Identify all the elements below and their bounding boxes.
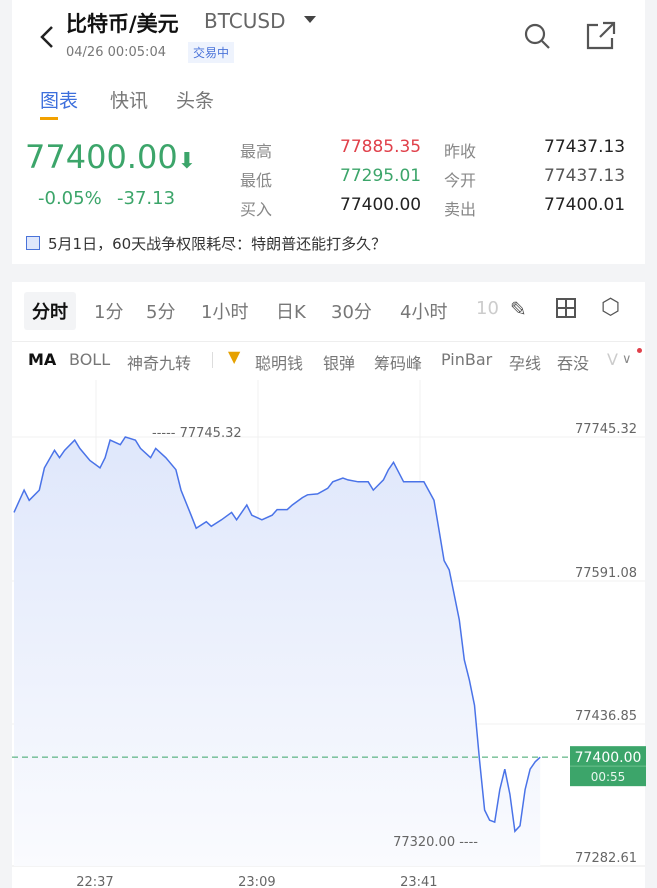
change-percent: -0.05% bbox=[38, 188, 102, 209]
price-line bbox=[13, 436, 541, 833]
area-fill bbox=[14, 437, 541, 866]
news-headline-text: 5月1日，60天战争权限耗尽：特朗普还能打多久？ bbox=[48, 235, 387, 253]
stat-value: 77295.01 bbox=[340, 166, 422, 186]
tab-indicator bbox=[40, 117, 58, 120]
chevron-down-icon[interactable] bbox=[304, 16, 316, 23]
expand-indicators-icon[interactable]: ∨ bbox=[622, 352, 632, 367]
period-tab[interactable]: 1小时 bbox=[201, 302, 249, 323]
min-label: 77320.00 ---- bbox=[393, 835, 478, 850]
stat-value: 77885.35 bbox=[340, 137, 422, 157]
stat-label: 最高 bbox=[240, 142, 273, 161]
y-tick-label: 77436.85 bbox=[575, 709, 637, 724]
period-tab[interactable]: 1分 bbox=[94, 302, 124, 323]
x-tick-label: 23:09 bbox=[238, 875, 275, 888]
stat-label: 昨收 bbox=[444, 142, 477, 161]
chart-layer: 77745.32 77591.08 77436.85 77282.61 22:37 23:… bbox=[12, 380, 646, 888]
notification-dot bbox=[637, 348, 642, 353]
y-tick-label: 77591.08 bbox=[575, 566, 637, 581]
period-tab[interactable]: 4小时 bbox=[400, 302, 448, 323]
smart-money-icon: ▼ bbox=[228, 347, 241, 366]
indicator-tab[interactable]: PinBar bbox=[441, 350, 493, 369]
status-badge: 交易中 bbox=[188, 42, 235, 63]
news-icon bbox=[26, 236, 40, 250]
period-tab[interactable]: 分时 bbox=[24, 292, 76, 330]
y-tick-label: 77282.61 bbox=[575, 851, 637, 866]
layout-grid-icon[interactable] bbox=[556, 298, 576, 318]
period-tab[interactable]: 5分 bbox=[146, 302, 176, 323]
tab-flash[interactable]: 快讯 bbox=[110, 90, 149, 112]
page-title: 比特币/美元 bbox=[66, 12, 179, 36]
quote-time: 04/26 00:05:04 bbox=[66, 45, 166, 60]
current-price: 77400.00⬇ bbox=[25, 138, 196, 176]
indicator-tab[interactable]: 吞没 bbox=[557, 354, 590, 373]
indicator-tab[interactable]: 银弹 bbox=[323, 354, 356, 373]
stat-value: 77400.01 bbox=[544, 195, 626, 215]
indicator-tab[interactable]: 筹码峰 bbox=[374, 354, 423, 373]
indicator-tab[interactable]: V bbox=[607, 350, 618, 369]
period-tab[interactable]: 30分 bbox=[331, 302, 372, 323]
draw-tool-icon[interactable]: ✎ bbox=[510, 297, 527, 321]
stat-value: 77437.13 bbox=[544, 137, 626, 157]
symbol-selector[interactable]: BTCUSD bbox=[204, 9, 286, 33]
indicator-tab[interactable]: BOLL bbox=[69, 350, 111, 369]
price-chart[interactable]: 77745.32 77591.08 77436.85 77282.61 22:37 23:… bbox=[0, 380, 657, 888]
current-price-label: 77400.00 bbox=[575, 750, 642, 766]
stat-label: 今开 bbox=[444, 171, 477, 190]
x-tick-label: 23:41 bbox=[400, 875, 437, 888]
indicator-tab[interactable]: 孕线 bbox=[509, 354, 542, 373]
indicator-tab[interactable]: 聪明钱 bbox=[255, 354, 304, 373]
max-label: ----- 77745.32 bbox=[152, 426, 242, 441]
current-price-value: 77400.00 bbox=[25, 138, 178, 176]
x-tick-label: 22:37 bbox=[76, 875, 113, 888]
stat-label: 最低 bbox=[240, 171, 273, 190]
indicator-tab[interactable]: 神奇九转 bbox=[127, 354, 192, 373]
news-headline[interactable]: 5月1日，60天战争权限耗尽：特朗普还能打多久？ bbox=[26, 233, 386, 254]
tab-headlines[interactable]: 头条 bbox=[176, 90, 215, 112]
divider bbox=[12, 341, 645, 342]
indicator-tab[interactable]: MA bbox=[28, 350, 57, 369]
divider bbox=[212, 352, 213, 368]
period-tab[interactable]: 10 bbox=[476, 298, 499, 319]
change-value: -37.13 bbox=[117, 188, 176, 209]
arrow-down-icon: ⬇ bbox=[177, 149, 197, 174]
tab-chart[interactable]: 图表 bbox=[40, 90, 79, 112]
quote-header bbox=[12, 0, 645, 264]
grid-icon-bar-h bbox=[558, 307, 574, 309]
stat-value: 77400.00 bbox=[340, 195, 422, 215]
countdown-label: 00:55 bbox=[591, 770, 626, 784]
stat-label: 卖出 bbox=[444, 200, 477, 219]
y-tick-label: 77745.32 bbox=[575, 422, 637, 437]
period-tab[interactable]: 日K bbox=[276, 302, 306, 323]
settings-hexagon-icon[interactable]: ⬡ bbox=[601, 295, 621, 320]
stat-label: 买入 bbox=[240, 200, 273, 219]
stat-value: 77437.13 bbox=[544, 166, 626, 186]
